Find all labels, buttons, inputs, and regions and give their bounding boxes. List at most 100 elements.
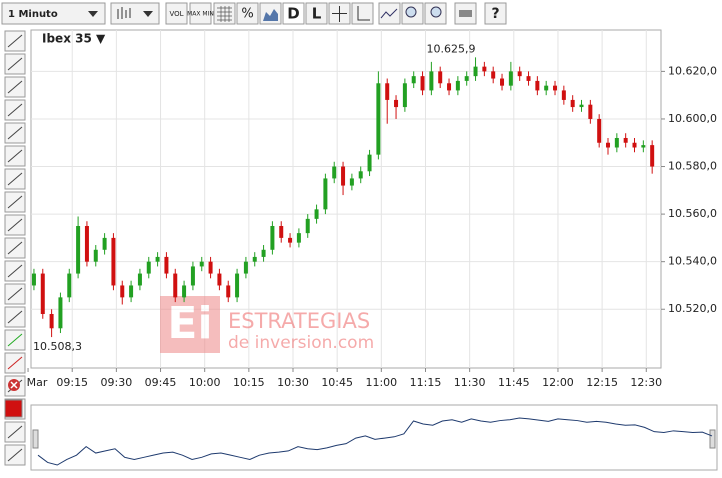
candle-body <box>93 249 98 262</box>
candle-body <box>606 142 611 148</box>
grid-icon <box>217 6 232 22</box>
candle-body <box>31 273 36 286</box>
tool-icon <box>7 149 23 163</box>
candle-body <box>588 104 593 119</box>
x-tick-label: 11:15 <box>410 376 442 389</box>
watermark-text: de inversion.com <box>228 333 374 353</box>
candle-body <box>500 78 505 86</box>
color-picker[interactable] <box>4 399 23 418</box>
watermark-logo-box <box>160 296 220 353</box>
d-button[interactable] <box>282 2 305 25</box>
candle-body <box>579 104 584 108</box>
candle-body <box>570 99 575 108</box>
candle-body <box>199 261 204 267</box>
candle-body <box>597 118 602 143</box>
candle-body <box>76 225 81 274</box>
y-tick-label: 10.600,0 <box>668 112 717 125</box>
period-label: 1 Minuto <box>8 9 58 20</box>
tool-icon <box>7 241 23 255</box>
tool-icon <box>7 310 23 324</box>
candle-body <box>553 85 558 91</box>
candle-body <box>49 314 54 329</box>
x-tick-label: 12:15 <box>586 376 618 389</box>
x-tick-label: 10:45 <box>321 376 353 389</box>
candle-body <box>650 145 655 167</box>
candle-body <box>394 99 399 108</box>
candle-body <box>182 285 187 298</box>
candle-body <box>288 237 293 243</box>
candle-body <box>438 71 443 84</box>
tool-icon <box>7 195 23 209</box>
candle-body <box>84 225 89 262</box>
x-tick-label: Mar <box>27 376 48 389</box>
x-tick-label: 12:00 <box>542 376 574 389</box>
button-label: VOL <box>169 10 183 18</box>
watermark-text: ESTRATEGIAS <box>228 309 370 333</box>
candle-body <box>349 178 354 186</box>
candle-body <box>464 76 469 81</box>
candle-body <box>420 76 425 91</box>
candle-body <box>173 273 178 298</box>
tool-icon <box>7 218 23 232</box>
candle-body <box>614 137 619 148</box>
chart-type-icon <box>117 7 131 19</box>
candle-body <box>190 266 195 286</box>
crosshair-icon <box>332 6 347 22</box>
y-tick-label: 10.520,0 <box>668 302 717 315</box>
candle-body <box>137 273 142 286</box>
chart-type-select[interactable] <box>110 2 160 25</box>
grid-button[interactable] <box>213 2 236 25</box>
candle-body <box>217 273 222 286</box>
l-button[interactable] <box>305 2 328 25</box>
button-label: MAX MIN <box>187 11 214 18</box>
candle-body <box>491 71 496 79</box>
y-tick-label: 10.560,0 <box>668 207 717 220</box>
button-label: ? <box>491 6 499 22</box>
x-tick-label: 11:00 <box>365 376 397 389</box>
x-tick-label: 12:30 <box>630 376 662 389</box>
candle-body <box>270 225 275 250</box>
x-tick-label: 10:15 <box>233 376 265 389</box>
x-tick-label: 11:30 <box>454 376 486 389</box>
candle-body <box>376 83 381 155</box>
navigator-handle[interactable] <box>32 429 39 449</box>
candle-body <box>305 218 310 234</box>
maxmin-button[interactable] <box>189 2 212 25</box>
candle-body <box>641 145 646 148</box>
chart-title: Ibex 35 ▼ <box>42 32 106 46</box>
y-tick-label: 10.580,0 <box>668 160 717 173</box>
navigator-handle[interactable] <box>709 429 716 449</box>
period-select[interactable] <box>1 2 106 25</box>
help-button[interactable] <box>484 2 507 25</box>
draw-button[interactable] <box>378 2 401 25</box>
draw-icon <box>380 8 398 19</box>
x-tick-label: 11:45 <box>498 376 530 389</box>
y-tick-label: 10.620,0 <box>668 64 717 77</box>
candle-body <box>243 261 248 274</box>
vol-button[interactable] <box>165 2 188 25</box>
cursor-icon <box>357 6 370 21</box>
candle-body <box>544 85 549 91</box>
candle-body <box>102 237 107 250</box>
watermark-logo: Ei <box>167 298 212 349</box>
candle-body <box>429 71 434 91</box>
candle-body <box>279 225 284 238</box>
percent-button[interactable] <box>236 2 259 25</box>
tool-icon <box>7 172 23 186</box>
tool-icon <box>7 287 23 301</box>
tool-icon <box>7 80 23 94</box>
candle-body <box>58 297 63 329</box>
candle-body <box>526 76 531 81</box>
button-label: % <box>241 7 253 22</box>
candle-body <box>508 71 513 86</box>
tool-icon <box>7 126 23 140</box>
candle-body <box>314 209 319 219</box>
tool-icon <box>7 57 23 71</box>
drawing-tools <box>4 30 26 466</box>
navigator[interactable] <box>30 404 718 471</box>
candle-body <box>226 285 231 298</box>
cursor-button[interactable] <box>351 2 374 25</box>
candle-body <box>120 285 125 298</box>
candle-body <box>235 273 240 298</box>
